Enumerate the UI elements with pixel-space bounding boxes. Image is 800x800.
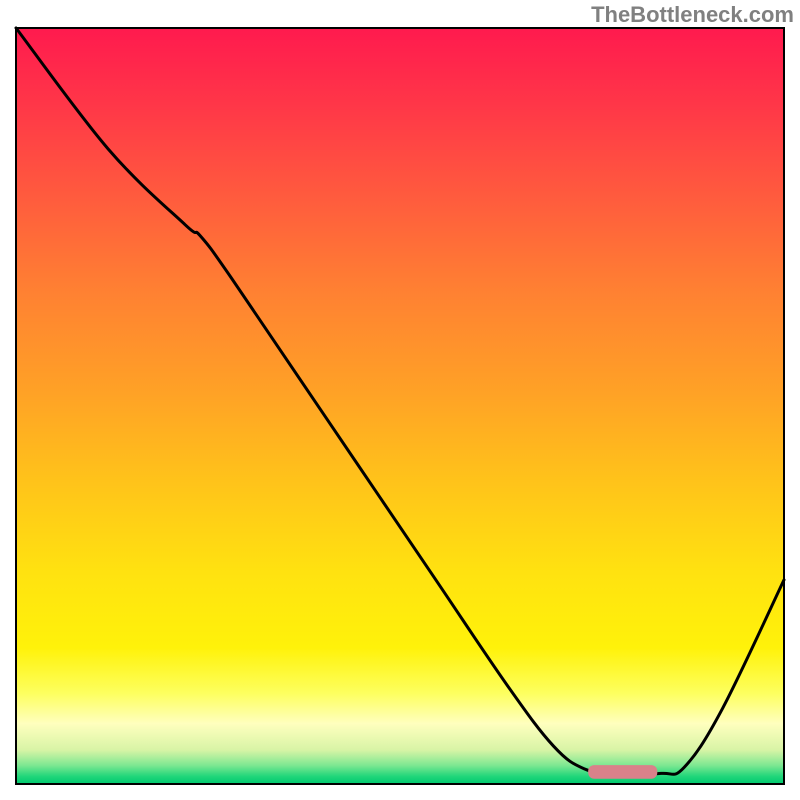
chart-background [16, 28, 784, 784]
bottleneck-chart [0, 0, 800, 800]
watermark-text: TheBottleneck.com [591, 2, 794, 28]
chart-container: TheBottleneck.com [0, 0, 800, 800]
optimal-marker [588, 765, 657, 779]
